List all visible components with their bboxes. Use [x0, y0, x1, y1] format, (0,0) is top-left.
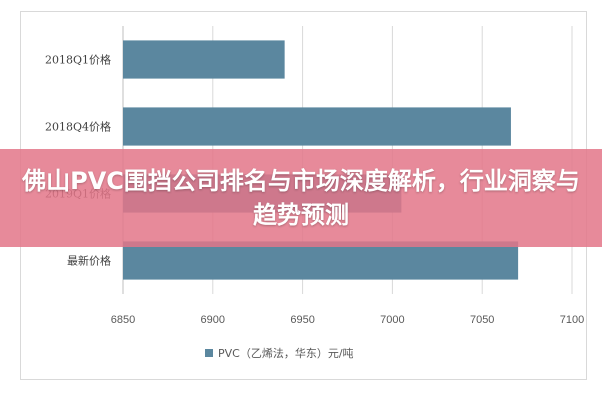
x-tick-label: 7100 [560, 314, 584, 326]
category-label: 最新价格 [67, 254, 111, 268]
x-tick-label: 7050 [470, 314, 494, 326]
tick-labels: 6850 6900 6950 7000 7050 7100 [111, 314, 584, 326]
bar [123, 40, 285, 79]
category-label: 2018Q1价格 [45, 53, 111, 67]
bar [123, 241, 519, 280]
banner-title: 佛山PVC围挡公司排名与市场深度解析，行业洞察与趋势预测 [22, 167, 580, 229]
x-tick-label: 7000 [380, 314, 404, 326]
legend: PVC（乙烯法，华东）元/吨 [205, 346, 354, 360]
x-tick-label: 6900 [201, 314, 225, 326]
bar [123, 107, 511, 146]
legend-swatch [205, 349, 213, 357]
x-tick-label: 6850 [111, 314, 135, 326]
x-tick-label: 6950 [290, 314, 314, 326]
category-label: 2018Q4价格 [45, 120, 111, 134]
title-banner: 佛山PVC围挡公司排名与市场深度解析，行业洞察与趋势预测 [0, 149, 602, 247]
legend-label: PVC（乙烯法，华东）元/吨 [218, 346, 354, 360]
